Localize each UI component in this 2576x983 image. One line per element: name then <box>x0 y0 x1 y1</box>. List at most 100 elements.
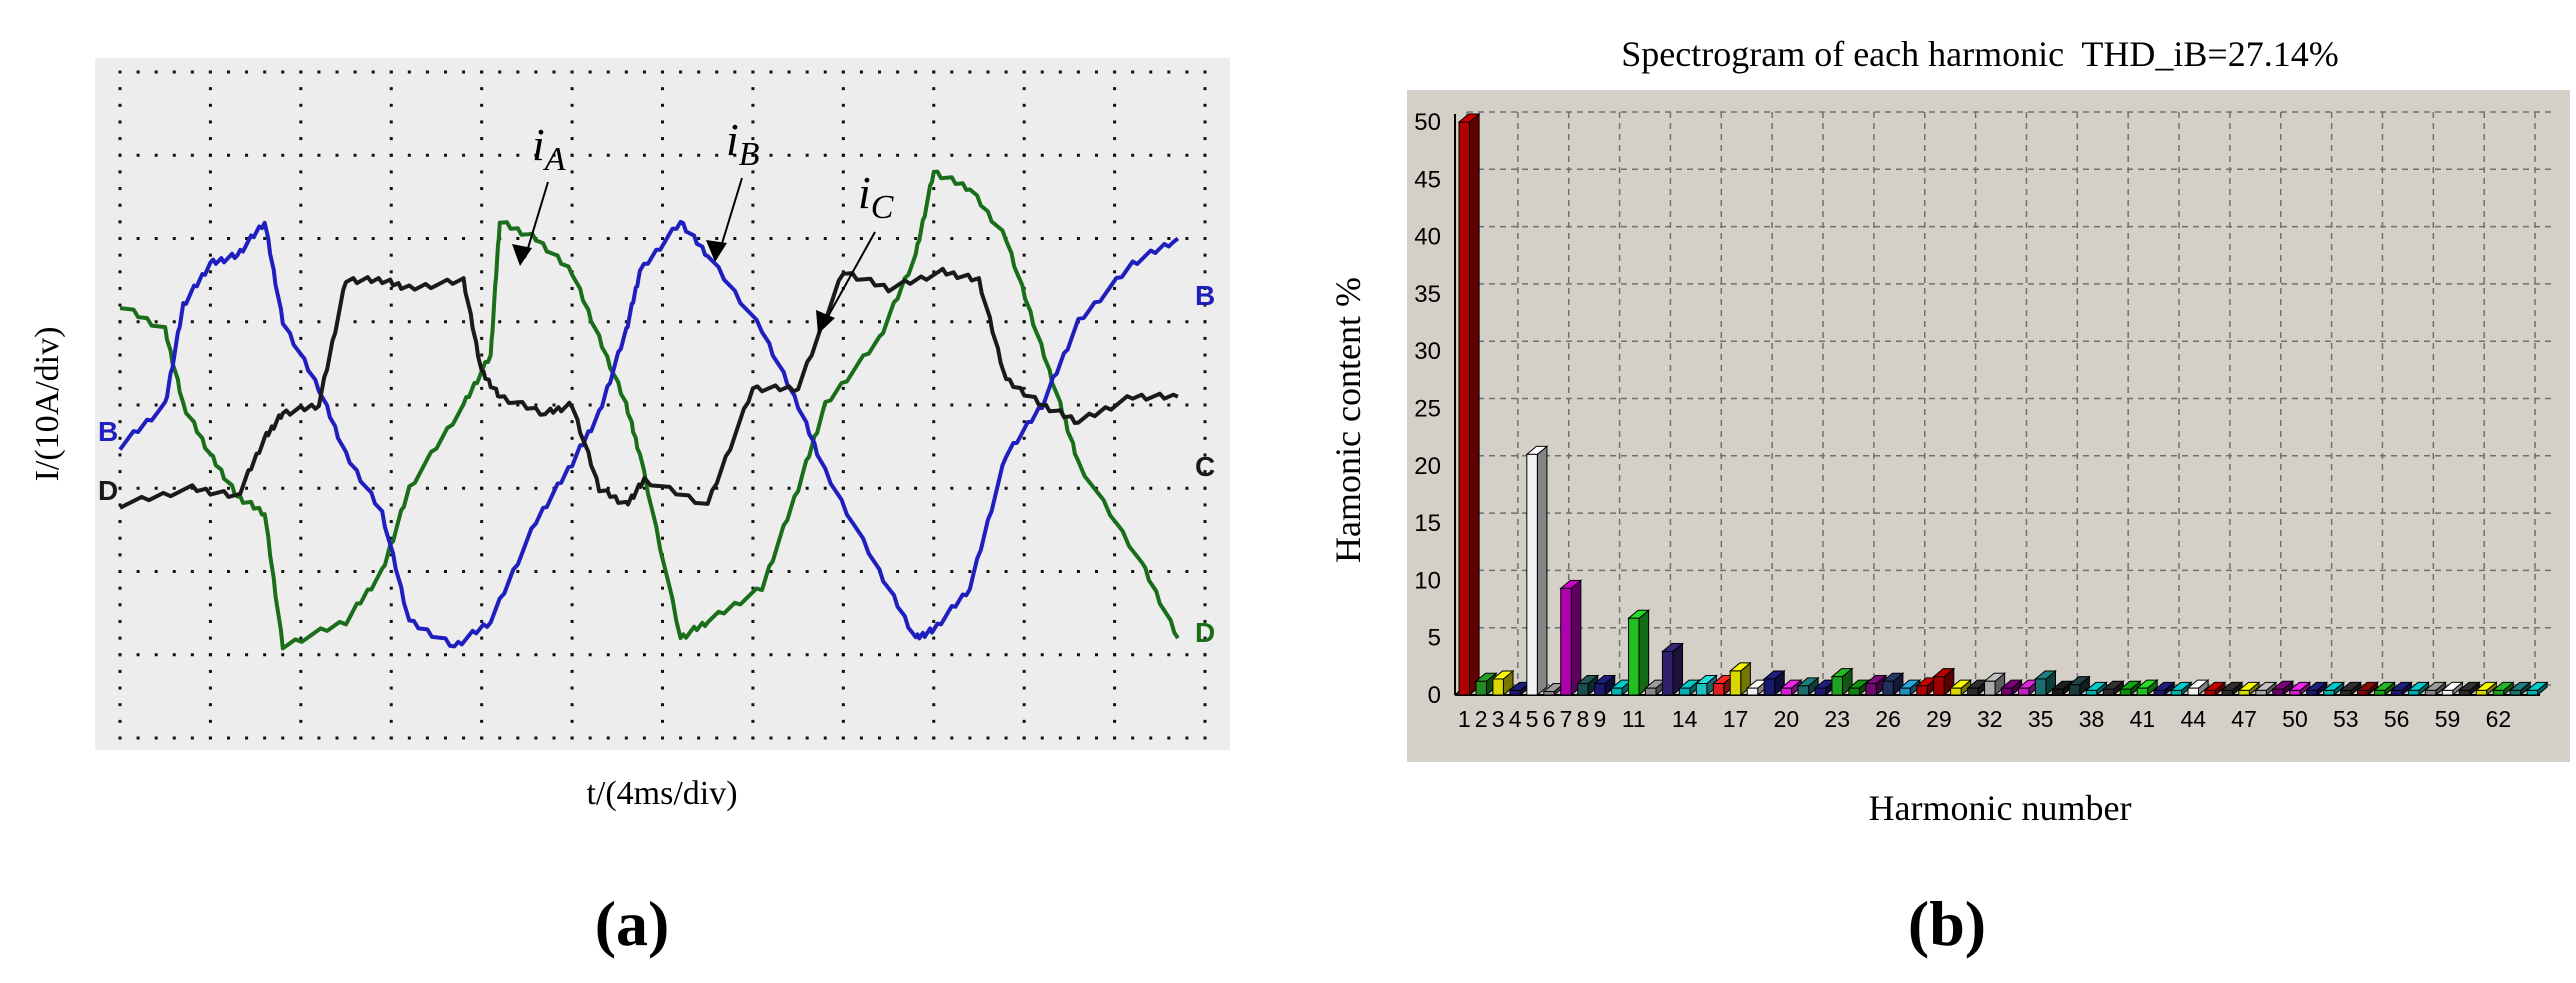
grid-dot <box>859 403 863 407</box>
grid-dot <box>1203 703 1207 707</box>
grid-dot <box>407 736 411 740</box>
grid-dot <box>371 736 375 740</box>
grid-dot <box>570 520 574 524</box>
grid-dot <box>208 703 212 707</box>
bar-harmonic-9 <box>1593 674 1617 697</box>
bar-harmonic-59 <box>2440 681 2464 697</box>
grid-dot <box>932 120 936 124</box>
grid-dot <box>823 153 827 157</box>
grid-dot <box>751 619 755 623</box>
grid-dot <box>480 570 484 573</box>
grid-dot <box>480 303 484 307</box>
bar-front-face <box>2119 688 2132 696</box>
grid-dot <box>1022 270 1026 274</box>
x-tick-label: 4 <box>1509 706 1522 732</box>
grid-dot <box>480 486 484 490</box>
grid-dot <box>661 603 664 607</box>
grid-dot <box>769 320 773 324</box>
grid-dot <box>462 653 466 657</box>
grid-dot <box>208 220 212 224</box>
grid-dot <box>932 703 936 707</box>
grid-dot <box>823 570 827 573</box>
grid-dot <box>1022 353 1026 357</box>
grid-dot <box>1149 403 1153 407</box>
grid-dot <box>299 503 303 507</box>
grid-dot <box>317 653 321 657</box>
grid-dot <box>624 153 628 157</box>
grid-dot <box>389 619 393 623</box>
grid-dot <box>751 653 755 657</box>
grid-dot <box>389 137 393 141</box>
grid-dot <box>642 736 646 740</box>
bar-harmonic-45 <box>2203 681 2227 697</box>
grid-dot <box>1058 486 1062 490</box>
grid-dot <box>335 570 339 573</box>
grid-dot <box>299 653 303 657</box>
x-tick-label: 26 <box>1875 706 1901 732</box>
grid-dot <box>444 70 447 74</box>
grid-dot <box>480 686 484 690</box>
grid-dot <box>751 420 755 424</box>
grid-dot <box>1203 336 1207 340</box>
grid-dot <box>751 253 755 257</box>
grid-dot <box>642 486 646 490</box>
grid-dot <box>751 520 755 524</box>
grid-dot <box>136 486 140 490</box>
grid-dot <box>1004 70 1008 74</box>
bar-front-face <box>1560 587 1572 696</box>
grid-dot <box>950 570 954 573</box>
grid-dot <box>299 586 303 590</box>
grid-dot <box>1113 570 1117 573</box>
grid-dot <box>389 353 393 357</box>
grid-dot <box>896 403 900 407</box>
grid-dot <box>950 153 954 157</box>
grid-dot <box>462 153 466 157</box>
grid-dot <box>1167 403 1171 407</box>
grid-dot <box>642 653 646 657</box>
grid-dot <box>914 153 918 157</box>
grid-dot <box>118 253 122 257</box>
grid-dot <box>661 187 664 191</box>
grid-dot <box>1004 320 1008 324</box>
grid-dot <box>552 403 556 407</box>
grid-dot <box>914 486 918 490</box>
grid-dot <box>407 153 411 157</box>
grid-dot <box>208 553 212 557</box>
grid-dot <box>1149 70 1153 74</box>
grid-dot <box>299 736 303 740</box>
grid-dot <box>1022 420 1026 424</box>
grid-dot <box>1203 486 1207 490</box>
grid-dot <box>661 103 664 107</box>
grid-dot <box>480 286 484 290</box>
grid-dot <box>932 520 936 524</box>
grid-dot <box>154 320 158 324</box>
grid-dot <box>661 320 664 324</box>
grid-dot <box>570 586 574 590</box>
grid-dot <box>172 653 176 657</box>
grid-dot <box>1022 736 1026 740</box>
grid-dot <box>661 653 664 657</box>
grid-dot <box>227 570 230 573</box>
grid-dot <box>516 736 520 740</box>
grid-dot <box>498 320 502 324</box>
grid-dot <box>444 320 447 324</box>
grid-dot <box>480 70 484 74</box>
grid-dot <box>588 403 592 407</box>
grid-dot <box>841 220 845 224</box>
grid-dot <box>480 736 484 740</box>
grid-dot <box>118 420 122 424</box>
grid-dot <box>679 320 683 324</box>
grid-dot <box>841 570 845 573</box>
bar-front-face <box>1780 687 1793 696</box>
grid-dot <box>299 320 303 324</box>
grid-dot <box>208 653 212 657</box>
grid-dot <box>1113 503 1117 507</box>
grid-dot <box>1058 70 1062 74</box>
grid-dot <box>154 653 158 657</box>
grid-dot <box>208 436 212 440</box>
grid-dot <box>1040 736 1044 740</box>
grid-dot <box>1203 520 1207 524</box>
grid-dot <box>208 420 212 424</box>
grid-dot <box>1203 253 1207 257</box>
bar-harmonic-48 <box>2254 681 2278 697</box>
